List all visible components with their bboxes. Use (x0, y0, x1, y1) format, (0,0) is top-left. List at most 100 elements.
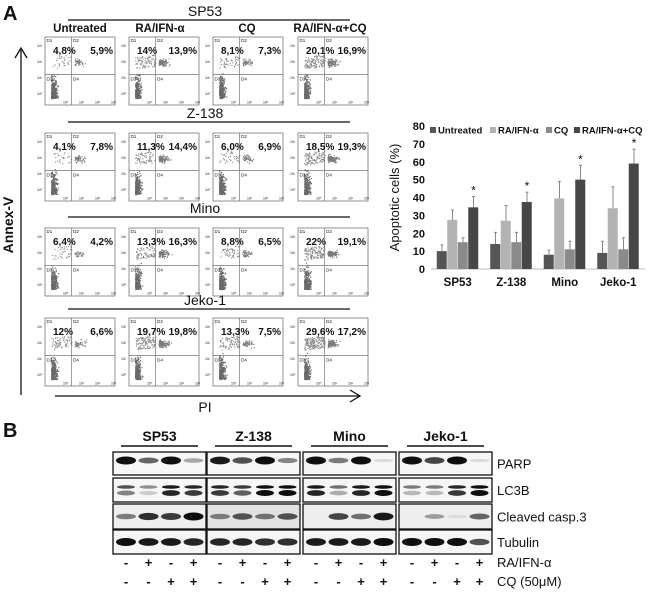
quadrant-label: D2 (73, 319, 79, 324)
quadrant-label: D1 (131, 38, 137, 43)
y-tick: 10¹ (205, 267, 211, 271)
x-tick: 10⁰ (63, 101, 69, 105)
legend-swatch (546, 127, 552, 133)
band (256, 490, 274, 496)
flow-plot: D1 D2 D3 D4 10⁰ 10³ 10¹ 10² 10² 10¹ 10³ 10⁰ 13,3% 16,… (121, 227, 201, 297)
band (139, 490, 158, 496)
legend-swatch (574, 127, 580, 133)
bar (500, 220, 511, 269)
early-apoptotic-percent: 19,7% (137, 327, 165, 338)
y-tick-label: 40 (413, 193, 425, 205)
quadrant-label: D2 (326, 229, 332, 234)
band (328, 457, 349, 464)
band (306, 538, 326, 546)
x-tick: 10² (348, 292, 354, 296)
cell-line-title: Mino (190, 200, 221, 216)
band (139, 485, 158, 489)
band (352, 485, 370, 489)
legend-label: RA/IFN-α (498, 126, 539, 137)
cell-line-row-mino: Mino D1 D2 D3 D4 10⁰ 10³ 10¹ 10² 10² 10¹ 10³ 10⁰ 6,4%… (37, 200, 370, 297)
pi-axis-label: PI (198, 399, 211, 415)
cell-line-row-z-138: Z-138 D1 D2 D3 D4 10⁰ 10³ 10¹ 10² 10² 10¹ 10³ 10⁰ 4,1… (37, 105, 370, 202)
band (424, 538, 445, 546)
blot-panel (112, 477, 207, 503)
x-tick: 10⁰ (316, 197, 322, 201)
y-tick: 10⁰ (205, 283, 211, 287)
late-apoptotic-percent: 16,9% (338, 46, 366, 57)
blot-cell-line-title: Jeko-1 (423, 428, 468, 444)
treatment-label: CQ (50μM) (497, 574, 562, 589)
y-tick: 10² (290, 251, 296, 255)
x-tick: 10² (263, 292, 269, 296)
y-tick: 10¹ (121, 172, 127, 176)
y-tick: 10⁰ (121, 92, 127, 96)
y-tick: 10¹ (290, 172, 296, 176)
protein-label: LC3B (497, 483, 530, 498)
bar (597, 252, 608, 269)
band (162, 485, 180, 489)
band (328, 513, 349, 520)
y-tick: 10² (205, 156, 211, 160)
x-tick: 10¹ (247, 292, 253, 296)
late-apoptotic-percent: 16,3% (169, 237, 197, 248)
blot-panel (398, 529, 493, 555)
treatment-sign: - (359, 555, 363, 570)
band (277, 538, 298, 546)
quadrant-label: D2 (157, 319, 163, 324)
quadrant-label: D1 (215, 229, 221, 234)
band (183, 512, 204, 521)
y-tick-label: 20 (413, 228, 425, 240)
y-tick: 10⁰ (37, 188, 43, 192)
condition-label: CQ (238, 23, 255, 35)
x-tick: 10⁰ (231, 101, 237, 105)
y-tick: 10³ (290, 140, 296, 144)
treatment-sign: + (190, 574, 198, 589)
quadrant-label: D1 (300, 319, 306, 324)
y-tick-label: 80 (413, 121, 425, 133)
treatment-sign: + (261, 574, 269, 589)
y-tick: 10² (290, 60, 296, 64)
x-tick: 10² (348, 382, 354, 386)
x-tick: 10³ (195, 382, 201, 386)
treatment-sign: + (357, 574, 365, 589)
flow-plot: D1 D2 D3 D4 10⁰ 10³ 10¹ 10² 10² 10¹ 10³ 10⁰ 4,8% 5,9% (37, 36, 117, 106)
flow-plot: D1 D2 D3 D4 10⁰ 10³ 10¹ 10² 10² 10¹ 10³ 10⁰ 29,6% 17,… (290, 317, 370, 387)
quadrant-label: D1 (215, 38, 221, 43)
band (161, 456, 181, 465)
treatment-sign: + (476, 555, 484, 570)
late-apoptotic-percent: 4,2% (90, 237, 113, 248)
treatment-sign: - (218, 574, 222, 589)
band (329, 485, 348, 489)
band (374, 485, 393, 489)
cell-line-title: SP53 (188, 3, 222, 19)
band (233, 490, 252, 496)
early-apoptotic-percent: 4,1% (53, 142, 76, 153)
x-tick: 10³ (364, 382, 370, 386)
band (402, 538, 422, 546)
treatment-sign: + (380, 555, 388, 570)
condition-label: RA/IFN-α (135, 23, 184, 35)
quadrant-label: D4 (73, 76, 79, 81)
band (116, 538, 136, 546)
treatment-sign: - (169, 555, 173, 570)
late-apoptotic-percent: 7,8% (90, 142, 113, 153)
y-tick: 10² (290, 156, 296, 160)
y-tick: 10⁰ (37, 373, 43, 377)
y-tick: 10³ (290, 235, 296, 239)
protein-label: Cleaved casp.3 (497, 510, 587, 525)
band (352, 490, 370, 496)
y-tick: 10² (121, 60, 127, 64)
quadrant-label: D2 (326, 134, 332, 139)
band (183, 458, 204, 463)
band (233, 485, 252, 489)
x-tick: 10³ (195, 197, 201, 201)
flow-plot: D1 D2 D3 D4 10⁰ 10³ 10¹ 10² 10² 10¹ 10³ 10⁰ 19,7% 19,… (121, 317, 201, 387)
band (469, 458, 490, 463)
late-apoptotic-percent: 5,9% (90, 46, 113, 57)
late-apoptotic-percent: 19,3% (338, 142, 366, 153)
y-tick: 10⁰ (37, 283, 43, 287)
early-apoptotic-percent: 6,4% (53, 237, 76, 248)
band (255, 538, 275, 546)
band (373, 512, 394, 521)
